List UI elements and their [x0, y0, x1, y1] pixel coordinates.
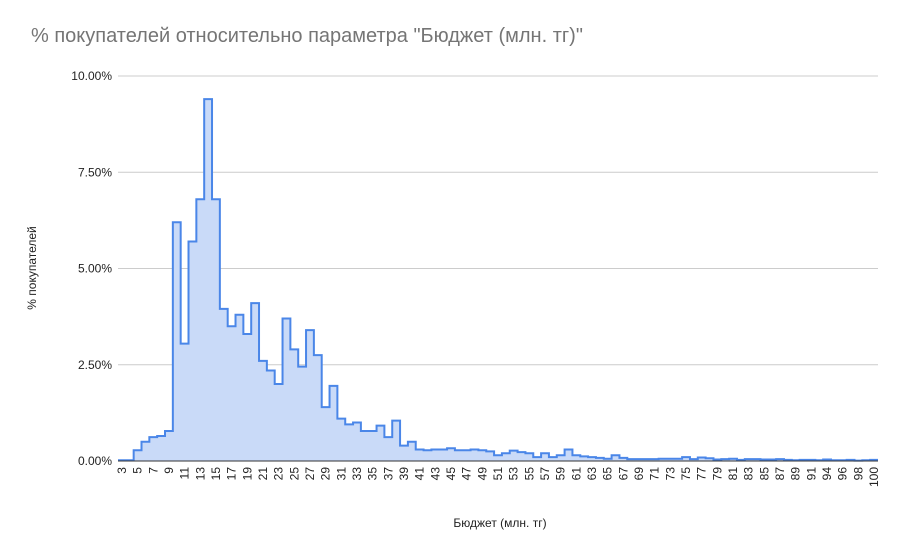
y-tick-label: 10.00%: [71, 69, 112, 83]
x-tick-label: 57: [538, 467, 552, 481]
x-tick-label: 37: [381, 467, 395, 481]
y-tick-label: 5.00%: [78, 262, 112, 276]
x-tick-label: 19: [240, 467, 254, 481]
x-tick-label: 77: [695, 467, 709, 481]
x-tick-label: 17: [225, 467, 239, 481]
x-tick-label: 69: [632, 467, 646, 481]
x-tick-label: 79: [710, 467, 724, 481]
x-tick-label: 39: [397, 467, 411, 481]
x-tick-label: 49: [475, 467, 489, 481]
x-tick-label: 45: [444, 467, 458, 481]
x-tick-label: 23: [272, 467, 286, 481]
y-axis-title: % покупателей: [25, 226, 39, 309]
x-tick-label: 89: [789, 467, 803, 481]
x-tick-label: 91: [804, 467, 818, 481]
x-tick-label: 5: [131, 467, 145, 474]
x-tick-label: 98: [851, 467, 865, 481]
x-tick-label: 43: [428, 467, 442, 481]
x-tick-label: 11: [178, 467, 192, 480]
x-tick-label: 9: [162, 467, 176, 474]
x-tick-label: 83: [742, 467, 756, 481]
x-tick-label: 65: [601, 467, 615, 481]
x-tick-label: 41: [413, 467, 427, 481]
x-tick-label: 21: [256, 467, 270, 481]
x-tick-label: 33: [350, 467, 364, 481]
x-tick-label: 47: [460, 467, 474, 481]
x-tick-label: 63: [585, 467, 599, 481]
x-tick-label: 29: [319, 467, 333, 481]
x-axis-title: Бюджет (млн. тг): [453, 516, 546, 530]
x-tick-label: 96: [836, 467, 850, 481]
x-tick-label: 35: [366, 467, 380, 481]
x-tick-label: 75: [679, 467, 693, 481]
x-tick-label: 3: [115, 467, 129, 474]
x-tick-label: 59: [554, 467, 568, 481]
chart-title: % покупателей относительно параметра "Бю…: [31, 25, 583, 47]
x-tick-label: 85: [757, 467, 771, 481]
x-tick-label: 31: [334, 467, 348, 481]
x-tick-label: 13: [193, 467, 207, 481]
x-tick-label: 53: [507, 467, 521, 481]
x-tick-label: 15: [209, 467, 223, 481]
x-tick-label: 67: [616, 467, 630, 481]
x-tick-label: 94: [820, 467, 834, 481]
y-tick-label: 2.50%: [78, 358, 112, 372]
x-tick-label: 55: [522, 467, 536, 481]
area: [118, 99, 878, 461]
x-tick-label: 27: [303, 467, 317, 481]
x-tick-label: 81: [726, 467, 740, 481]
y-tick-label: 7.50%: [78, 165, 112, 179]
x-tick-label: 61: [569, 467, 583, 481]
line: [118, 98, 878, 462]
x-tick-label: 73: [663, 467, 677, 481]
x-tick-label: 100: [867, 467, 881, 487]
x-tick-label: 25: [287, 467, 301, 481]
x-tick-label: 71: [648, 467, 662, 481]
x-tick-label: 51: [491, 467, 505, 481]
y-tick-label: 0.00%: [78, 454, 112, 468]
x-tick-label: 7: [146, 467, 160, 474]
x-tick-label: 87: [773, 467, 787, 481]
